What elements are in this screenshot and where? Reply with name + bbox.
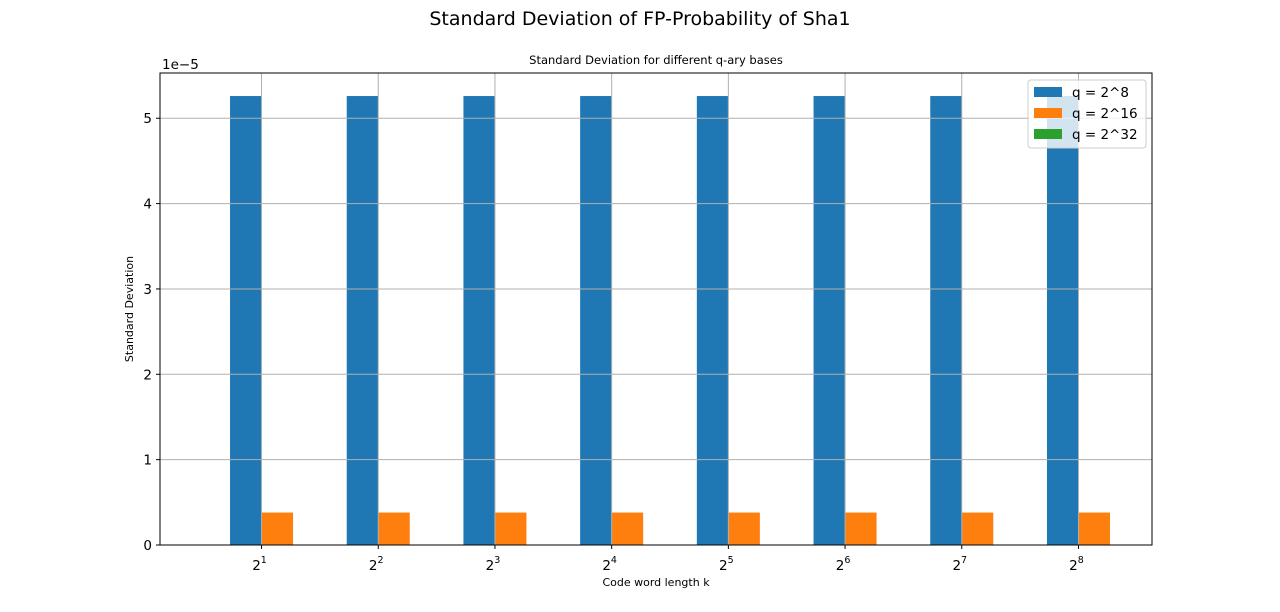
bar-1-1: [230, 96, 262, 546]
chart-title: Standard Deviation for different q-ary b…: [529, 53, 783, 67]
legend-label-3: q = 2^32: [1072, 127, 1138, 143]
bar-2-3: [494, 512, 527, 545]
x-tick-label: 28: [1069, 555, 1084, 574]
bar-2-7: [961, 512, 994, 545]
x-tick-label: 26: [836, 555, 851, 574]
y-tick-label: 1: [143, 453, 152, 469]
bar-2-6: [845, 512, 877, 545]
x-tick-label: 25: [719, 555, 734, 574]
bar-1-4: [580, 96, 612, 546]
bar-1-2: [346, 96, 379, 546]
y-tick-label: 5: [143, 111, 152, 127]
x-tick-label: 23: [486, 555, 501, 574]
plot-area: [160, 73, 1152, 545]
x-tick-label: 27: [952, 555, 967, 574]
legend-label-2: q = 2^16: [1072, 106, 1138, 122]
axes-frame: [159, 72, 1153, 546]
x-tick-label: 21: [252, 555, 267, 574]
x-axis-label: Code word length k: [602, 576, 710, 589]
bar-1-3: [463, 96, 495, 546]
bar-2-5: [728, 512, 760, 545]
x-tick-label: 22: [369, 555, 384, 574]
y-tick-label: 0: [143, 538, 152, 554]
y-tick-label: 4: [143, 197, 152, 213]
bar-1-6: [813, 96, 846, 546]
bar-2-8: [1078, 512, 1110, 545]
y-offset-label: 1e−5: [162, 57, 199, 73]
legend-swatch-2: [1034, 108, 1062, 118]
bar-1-5: [696, 96, 729, 546]
legend-swatch-1: [1034, 87, 1062, 97]
bar-2-1: [261, 512, 294, 545]
figure-suptitle: Standard Deviation of FP-Probability of …: [429, 8, 851, 30]
y-tick-label: 3: [143, 282, 152, 298]
y-tick-label: 2: [143, 367, 152, 383]
x-tick-label: 24: [602, 555, 617, 574]
bar-2-2: [378, 512, 410, 545]
bar-2-4: [611, 512, 644, 545]
bar-1-8: [1046, 96, 1079, 546]
legend-label-1: q = 2^8: [1072, 85, 1129, 101]
y-axis-label: Standard Deviation: [123, 256, 136, 362]
legend-swatch-3: [1034, 129, 1062, 139]
bar-1-7: [930, 96, 962, 546]
